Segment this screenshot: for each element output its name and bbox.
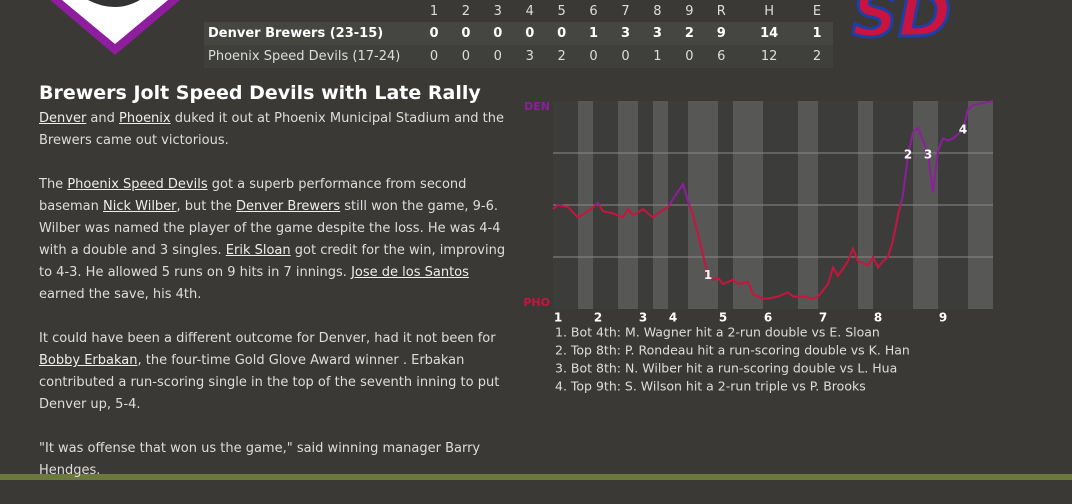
column-header: 6 [589, 3, 598, 19]
score-cell: 3 [620, 26, 631, 41]
x-tick-label: 7 [819, 311, 827, 325]
score-cell: 0 [621, 49, 630, 64]
x-tick-label: 3 [639, 311, 647, 325]
column-header: E [812, 3, 822, 19]
score-cell: 2 [812, 49, 822, 64]
text: got credit for the win, improving to 4-3… [39, 243, 506, 280]
away-logo [50, 0, 180, 55]
link[interactable]: Phoenix [119, 111, 171, 126]
column-header: 9 [685, 3, 694, 19]
text: and [86, 111, 120, 126]
text: got a superb performance from second bas… [39, 177, 467, 214]
column-header: 1 [429, 3, 439, 19]
win-probability-line [552, 100, 994, 300]
team-row: Denver Brewers (23-15) 0 0 0 0 0 1 3 3 2 9 14 1 [204, 22, 833, 45]
home-logo: SD [852, 0, 951, 52]
score-cell: 3 [652, 26, 662, 41]
column-header: 2 [461, 3, 471, 19]
column-header: R [716, 3, 726, 19]
team-row: Phoenix Speed Devils (17-24) 0 0 0 3 2 0 0 1 0 6 12… [204, 45, 833, 68]
x-tick-label: 9 [939, 311, 947, 325]
text: duked it out at Phoenix Municipal Stadiu… [39, 111, 505, 148]
paragraph: The Phoenix Speed Devils got a superb pe… [39, 174, 517, 306]
link[interactable]: Erik Sloan [225, 243, 291, 258]
play-marker: 1 [704, 268, 712, 282]
link[interactable]: Phoenix Speed Devils [67, 177, 208, 192]
column-header: 8 [653, 3, 662, 19]
score-cell: 1 [653, 49, 662, 64]
score-cell: 6 [717, 49, 726, 64]
score-cell: 14 [760, 26, 779, 41]
paragraph: It could have been a different outcome f… [39, 328, 517, 416]
score-cell: 0 [429, 26, 439, 41]
article-title: Brewers Jolt Speed Devils with Late Rall… [39, 82, 481, 104]
header-row: 1 2 3 4 5 6 7 8 9 R H E [204, 0, 833, 22]
column-header: 7 [621, 3, 630, 19]
text: , the four-time Gold Glove Award winner … [39, 353, 500, 412]
link[interactable]: Denver Brewers [235, 199, 341, 214]
text: earned the save, his 4th. [39, 287, 202, 302]
score-cell: 0 [525, 26, 535, 41]
score-cell: 0 [685, 49, 694, 64]
key-play: 3. Bot 8th: N. Wilber hit a run-scoring … [555, 361, 897, 376]
score-cell: 2 [557, 49, 566, 64]
text: still won the game, 9-6. Wilber was name… [39, 199, 501, 258]
key-play: 4. Top 9th: S. Wilson hit a 2-run triple… [555, 379, 866, 394]
team-name: Phoenix Speed Devils (17-24) [208, 49, 401, 64]
score-cell: 0 [461, 49, 471, 64]
paragraph: Denver and Phoenix duked it out at Phoen… [39, 108, 517, 152]
corner-cell [204, 0, 418, 22]
y-tick-label: PHO [523, 296, 550, 309]
link[interactable]: Jose de los Santos [351, 265, 469, 280]
column-header: 5 [557, 3, 566, 19]
x-tick-label: 8 [874, 311, 882, 325]
score-cell: 12 [760, 49, 778, 64]
x-tick-label: 2 [594, 311, 602, 325]
play-marker: 2 [904, 148, 912, 162]
text: "It was offense that won us the game," s… [39, 441, 481, 478]
score-cell: 0 [557, 26, 567, 41]
link[interactable]: Nick Wilber [103, 199, 177, 214]
key-play: 2. Top 8th: P. Rondeau hit a run-scoring… [555, 343, 910, 358]
x-tick-label: 4 [669, 311, 677, 325]
key-play: 1. Bot 4th: M. Wagner hit a 2-run double… [555, 325, 880, 340]
text: It could have been a different outcome f… [39, 331, 496, 346]
x-tick-label: 1 [554, 311, 562, 325]
page: SD DEN PHO 1 2 3 4 5 6 7 8 9 1 2 3 4 1. Bot 4th: M. Wag… [0, 0, 1072, 480]
score-cell: 0 [493, 26, 503, 41]
score-cell: 9 [716, 26, 726, 41]
score-cell: 1 [812, 26, 822, 41]
column-header: 3 [493, 3, 502, 19]
play-marker: 3 [924, 148, 932, 162]
score-cell: 0 [589, 49, 598, 64]
box-score: 1 2 3 4 5 6 7 8 9 R H E Denver Brewers (23-15) 0 0 0 0 0 1… [204, 0, 833, 68]
x-tick-label: 6 [764, 311, 772, 325]
score-cell: 2 [684, 26, 694, 41]
link[interactable]: Bobby Erbakan [39, 353, 138, 368]
team-name: Denver Brewers (23-15) [208, 26, 384, 41]
y-tick-label: DEN [524, 100, 550, 113]
play-marker: 4 [959, 123, 967, 137]
article: Brewers Jolt Speed Devils with Late Rall… [39, 80, 517, 504]
x-tick-label: 5 [719, 311, 727, 325]
score-cell: 1 [589, 26, 599, 41]
text: The [39, 177, 68, 192]
column-header: H [764, 3, 775, 19]
paragraph: "It was offense that won us the game," s… [39, 438, 517, 482]
score-cell: 3 [525, 49, 534, 64]
column-header: 4 [525, 3, 534, 19]
score-cell: 0 [429, 49, 439, 64]
link[interactable]: Denver [39, 111, 87, 126]
footer-strip [0, 474, 1072, 480]
score-cell: 0 [493, 49, 502, 64]
text: , but the [176, 199, 236, 214]
score-cell: 0 [461, 26, 471, 41]
